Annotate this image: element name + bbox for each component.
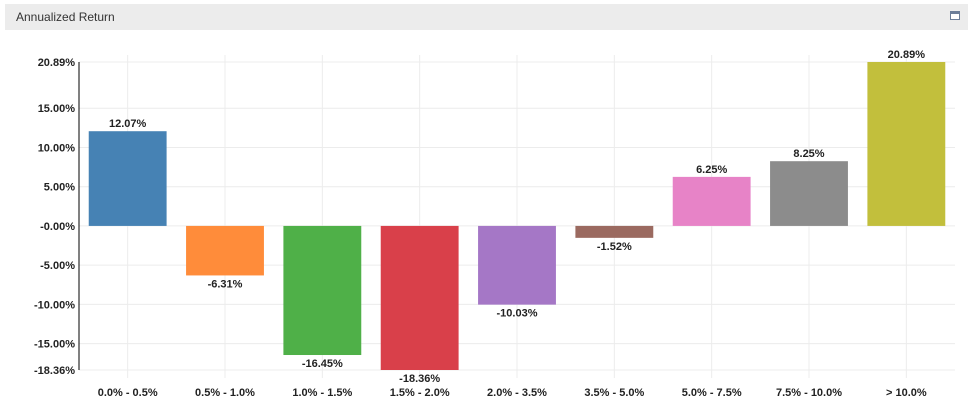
y-tick-label: -5.00% <box>40 260 75 272</box>
data-label: 8.25% <box>793 148 824 160</box>
bar <box>867 62 946 226</box>
data-label: 6.25% <box>696 164 727 176</box>
x-tick-label: 0.0% - 0.5% <box>98 387 158 399</box>
bar <box>672 176 751 226</box>
x-tick-label: 1.0% - 1.5% <box>292 387 352 399</box>
data-label: -16.45% <box>302 358 343 370</box>
y-tick-label: -18.36% <box>34 365 75 377</box>
y-tick-label: -15.00% <box>34 339 75 351</box>
maximize-icon[interactable] <box>950 11 960 20</box>
x-tick-label: 1.5% - 2.0% <box>390 387 450 399</box>
y-tick-label: 20.89% <box>38 57 76 69</box>
data-label: -6.31% <box>208 278 243 290</box>
bar <box>575 225 654 238</box>
x-tick-label: 2.0% - 3.5% <box>487 387 547 399</box>
bar <box>380 225 459 370</box>
x-tick-label: > 10.0% <box>886 387 927 399</box>
y-tick-label: 15.00% <box>38 103 76 115</box>
panel-title: Annualized Return <box>16 10 115 24</box>
data-label: -10.03% <box>497 308 538 320</box>
bar <box>186 225 264 276</box>
y-tick-label: -0.00% <box>40 221 75 233</box>
data-label: 12.07% <box>109 118 147 130</box>
y-tick-label: -10.00% <box>34 299 75 311</box>
bar <box>88 131 167 226</box>
panel-header: Annualized Return <box>5 4 968 30</box>
data-label: 20.89% <box>888 49 926 61</box>
bar <box>770 161 848 226</box>
y-tick-label: 10.00% <box>38 142 76 154</box>
bar <box>283 225 362 356</box>
y-tick-label: 5.00% <box>44 182 75 194</box>
data-label: -1.52% <box>597 241 632 253</box>
x-tick-label: 0.5% - 1.0% <box>195 387 255 399</box>
data-label: -18.36% <box>399 373 440 385</box>
x-tick-label: 7.5% - 10.0% <box>776 387 842 399</box>
x-tick-label: 5.0% - 7.5% <box>682 387 742 399</box>
x-tick-label: 3.5% - 5.0% <box>584 387 644 399</box>
bar <box>478 225 556 305</box>
